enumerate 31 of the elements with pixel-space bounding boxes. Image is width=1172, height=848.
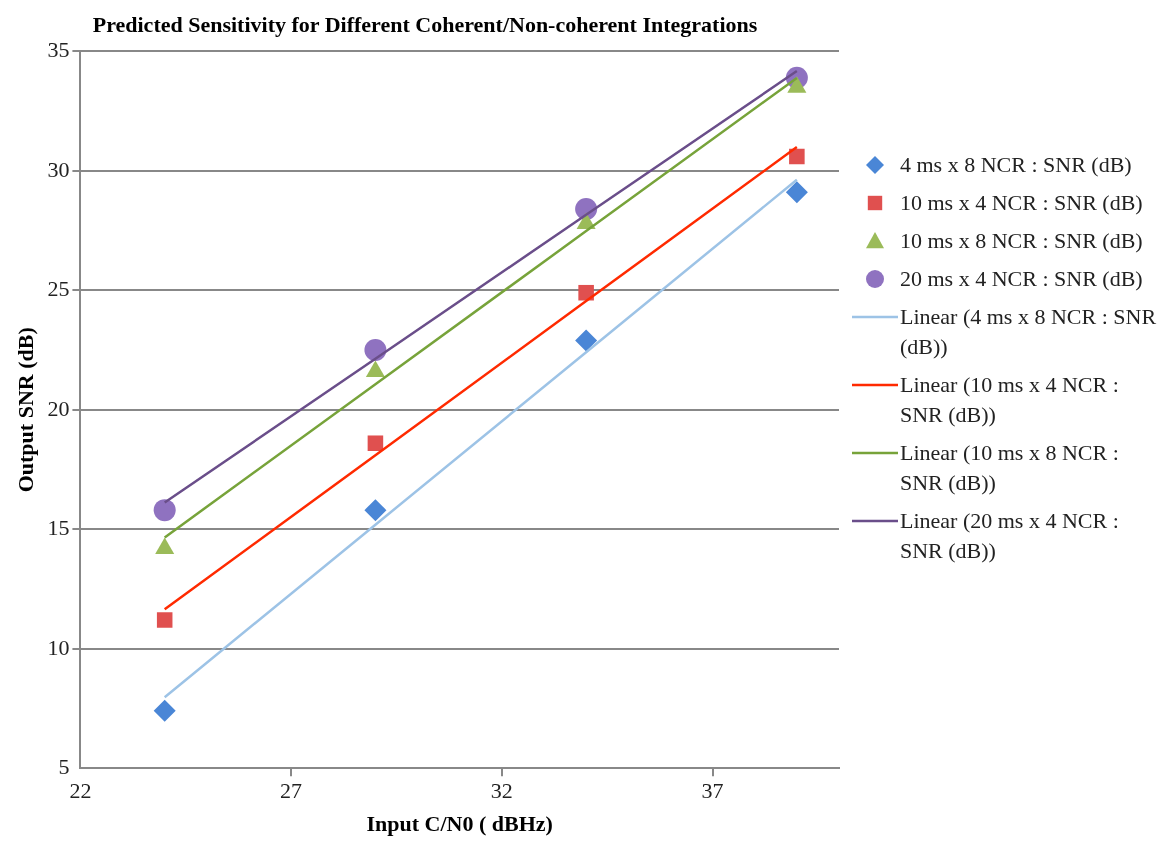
- legend-label: Linear (20 ms x 4 NCR : SNR (dB)): [900, 507, 1120, 565]
- y-tick-label: 25: [47, 276, 70, 302]
- legend-label: 20 ms x 4 NCR : SNR (dB): [900, 265, 1144, 293]
- legend-label: 10 ms x 4 NCR : SNR (dB): [900, 189, 1144, 217]
- x-tick-label: 22: [69, 778, 92, 804]
- legend-label: Linear (10 ms x 4 NCR : SNR (dB)): [900, 371, 1120, 429]
- point: [575, 329, 598, 352]
- point: [156, 612, 173, 628]
- point: [153, 499, 176, 522]
- point: [367, 435, 384, 452]
- x-tick-label: 32: [490, 778, 513, 804]
- x-tick-label: 27: [280, 778, 303, 804]
- point: [578, 284, 594, 301]
- y-tick-label: 35: [47, 37, 70, 63]
- y-tick-label: 30: [47, 156, 70, 182]
- chart-title: Predicted Sensitivity for Different Coherent/Non-coherent Integrations: [92, 11, 758, 37]
- x-tick-label: 37: [701, 778, 724, 804]
- legend-label: 10 ms x 8 NCR : SNR (dB): [900, 227, 1144, 255]
- y-tick-label: 5: [58, 753, 70, 779]
- legend-label: 4 ms x 8 NCR : SNR (dB): [900, 151, 1133, 179]
- point: [364, 499, 387, 522]
- point: [153, 699, 176, 722]
- point: [785, 181, 808, 204]
- legend-label: Linear (10 ms x 8 NCR : SNR (dB)): [900, 439, 1120, 497]
- x-axis-title: Input C/N0 ( dBHz): [366, 811, 553, 837]
- y-axis-title: Output SNR (dB): [12, 327, 38, 493]
- point: [789, 148, 805, 165]
- y-tick-label: 15: [47, 515, 70, 541]
- y-tick-label: 10: [47, 634, 70, 660]
- y-tick-label: 20: [47, 395, 70, 421]
- legend-label: Linear (4 ms x 8 NCR : SNR (dB)): [900, 303, 1158, 361]
